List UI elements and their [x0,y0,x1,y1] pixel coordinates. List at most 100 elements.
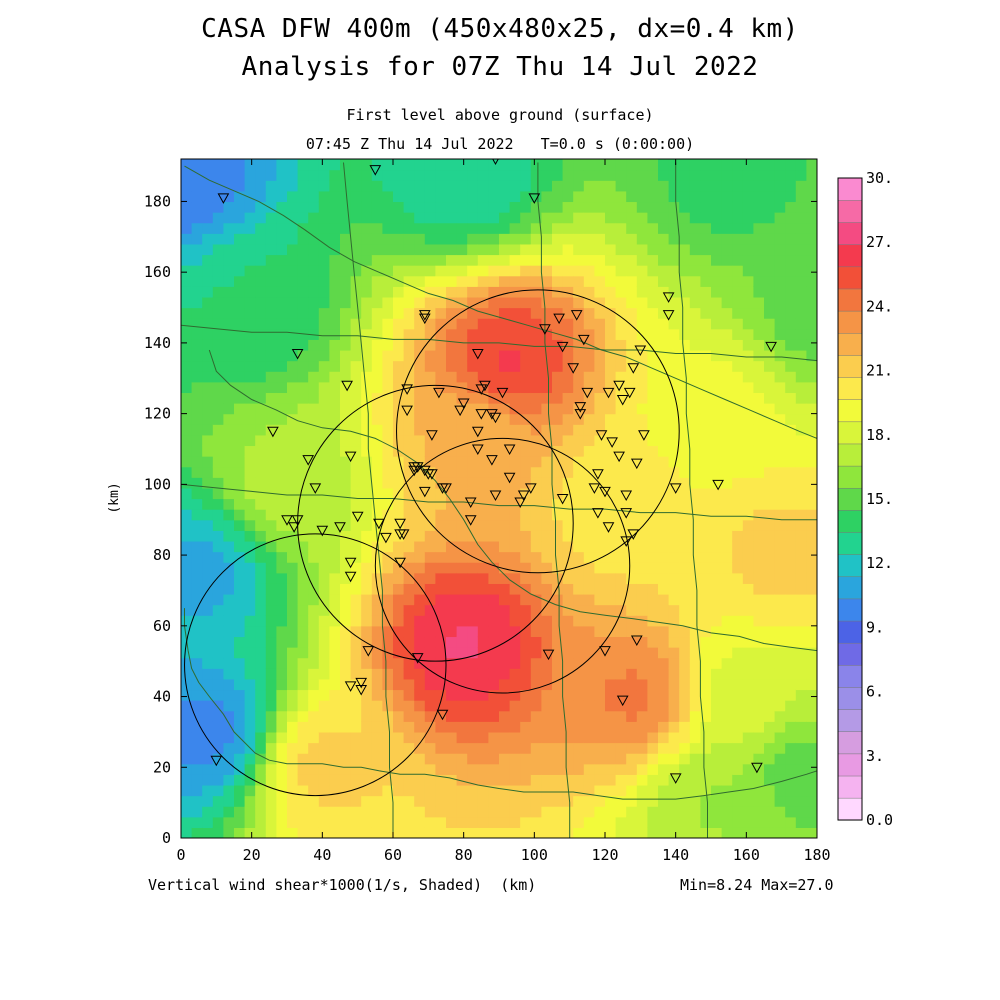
field-cell [552,562,564,574]
field-cell [530,487,542,500]
field-cell [732,583,744,595]
field-cell [774,710,786,722]
field-cell [711,190,723,203]
field-cell [191,456,203,468]
field-cell [467,657,479,669]
field-cell [785,689,797,701]
field-cell [605,753,617,765]
field-cell [181,806,193,818]
field-cell [668,636,680,648]
field-cell [626,816,638,828]
field-cell [297,371,309,383]
field-cell [658,349,670,362]
field-cell [181,625,193,638]
field-cell [234,562,246,574]
field-cell [721,562,733,574]
y-tick-label: 120 [144,405,171,423]
field-cell [605,816,617,828]
field-cell [647,753,659,765]
field-cell [711,498,723,510]
field-cell [658,381,670,394]
field-cell [276,243,288,256]
field-cell [446,551,458,563]
field-cell [647,254,659,266]
field-cell [689,540,701,553]
field-cell [255,604,267,616]
field-cell [605,604,617,616]
field-cell [350,721,362,733]
field-cell [509,159,521,171]
field-cell [223,477,235,489]
field-cell [371,604,383,616]
field-cell [265,604,277,616]
field-cell [255,784,267,797]
field-cell [552,763,564,775]
field-cell [297,625,309,638]
field-cell [382,593,394,606]
field-cell [509,403,521,415]
field-cell [403,763,415,775]
field-cell [795,307,807,319]
field-cell [265,190,277,203]
field-cell [583,349,595,362]
field-cell [276,233,288,245]
field-cell [732,360,744,372]
field-cell [721,222,733,234]
field-cell [795,201,807,213]
field-cell [806,572,817,584]
field-cell [499,615,511,627]
field-cell [573,827,585,838]
field-cell [647,360,659,372]
field-cell [424,593,436,606]
field-cell [711,572,723,584]
field-cell [583,434,595,447]
field-cell [361,243,373,256]
field-cell [234,424,246,436]
field-cell [753,731,765,744]
field-cell [530,275,542,287]
field-cell [520,625,532,638]
field-cell [234,816,246,828]
field-cell [785,445,797,457]
field-cell [393,487,405,500]
field-cell [202,710,214,722]
field-cell [435,827,447,838]
field-cell [361,233,373,245]
field-cell [795,678,807,691]
field-cell [456,721,468,733]
field-cell [689,413,701,425]
field-cell [467,222,479,234]
field-cell [658,498,670,510]
field-cell [287,307,299,319]
field-cell [446,275,458,287]
field-cell [700,180,712,192]
field-cell [626,265,638,277]
field-cell [742,710,754,722]
field-cell [552,625,564,638]
field-cell [658,604,670,616]
field-cell [520,254,532,266]
field-cell [276,615,288,627]
field-cell [371,540,383,553]
field-cell [583,731,595,744]
field-cell [456,286,468,298]
field-cell [329,243,341,256]
field-cell [520,657,532,669]
field-cell [329,477,341,489]
field-cell [414,657,426,669]
field-cell [785,806,797,818]
field-cell [583,604,595,616]
field-cell [265,381,277,394]
field-cell [605,349,617,362]
field-cell [541,721,553,733]
field-cell [181,349,193,362]
field-cell [276,795,288,807]
field-cell [446,562,458,574]
field-cell [265,519,277,531]
field-cell [403,530,415,542]
field-cell [520,498,532,510]
field-cell [276,286,288,298]
field-cell [318,519,330,531]
field-cell [626,381,638,394]
station-marker [602,387,615,399]
